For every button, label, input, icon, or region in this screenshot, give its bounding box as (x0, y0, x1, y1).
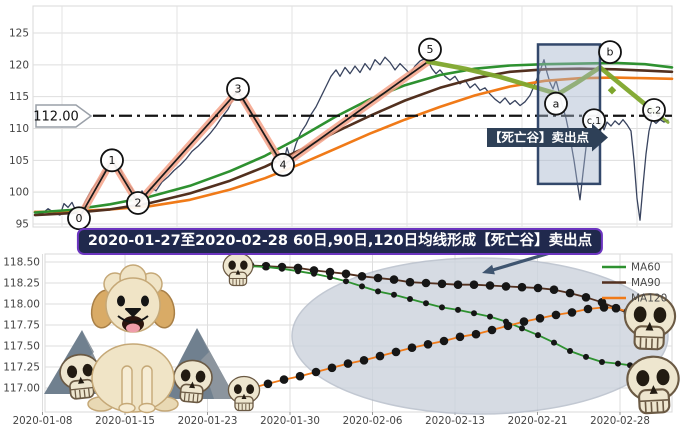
svg-text:b: b (607, 46, 614, 59)
svg-text:0: 0 (76, 212, 83, 225)
bottom-chart-highlight-ellipse-and-arrow (291, 248, 669, 415)
poodle-paw (118, 402, 136, 414)
poodle-smile (117, 315, 149, 323)
svg-text:117.00: 117.00 (3, 383, 40, 395)
svg-text:95: 95 (16, 219, 29, 231)
skull-icon (626, 355, 680, 415)
svg-text:2020-01-23: 2020-01-23 (178, 415, 238, 424)
svg-text:117.25: 117.25 (3, 362, 40, 374)
skull-icon (173, 359, 213, 404)
line-end-skulls (222, 252, 680, 415)
svg-text:MA120: MA120 (631, 293, 667, 305)
sell-point-text: 【死亡谷】卖出点 (489, 130, 589, 145)
svg-text:2020-02-13: 2020-02-13 (425, 415, 485, 424)
top-chart-annotations: 0 1 2 3 4 5 a b c.1 c.2 (67, 37, 672, 231)
banner: 2020-01-27至2020-02-28 60日,90日,120日均线形成【死… (76, 228, 604, 256)
svg-text:2020-01-15: 2020-01-15 (95, 415, 155, 424)
chart-legend: MA60 MA90 MA120 (602, 262, 667, 305)
svg-text:100: 100 (9, 187, 29, 199)
price-level-flag: 112.00 (33, 104, 93, 128)
svg-text:c.2: c.2 (647, 106, 661, 117)
svg-text:2020-02-06: 2020-02-06 (343, 415, 403, 424)
sell-point-ribbon-shape (487, 123, 608, 152)
mountain-face (197, 328, 236, 399)
svg-text:120: 120 (9, 59, 29, 71)
poodle-eye (141, 295, 149, 307)
svg-text:117.75: 117.75 (3, 320, 40, 332)
price-level-text: 112.00 (33, 110, 79, 125)
poodle-eye (117, 295, 125, 307)
svg-text:125: 125 (9, 28, 29, 40)
skull-icon (227, 375, 261, 412)
svg-text:c.1: c.1 (587, 116, 601, 127)
poodle-paw (138, 402, 156, 414)
svg-text:MA60: MA60 (631, 262, 661, 274)
poodle-tongue (126, 323, 140, 333)
svg-text:MA90: MA90 (631, 277, 661, 289)
poodle-leg (121, 365, 133, 409)
svg-text:2020-02-28: 2020-02-28 (590, 415, 650, 424)
svg-text:1: 1 (109, 154, 116, 167)
svg-text:117.50: 117.50 (3, 341, 40, 353)
price-level-flag-shape (35, 104, 93, 128)
svg-text:110: 110 (9, 123, 29, 135)
banner-text: 2020-01-27至2020-02-28 60日,90日,120日均线形成【死… (87, 233, 593, 249)
poodle-nose (125, 308, 141, 317)
sell-point-ribbon: 【死亡谷】卖出点 (487, 123, 608, 152)
svg-text:2020-01-30: 2020-01-30 (260, 415, 320, 424)
svg-text:3: 3 (235, 83, 242, 96)
poodle-body (91, 343, 175, 413)
svg-text:115: 115 (9, 91, 29, 103)
svg-text:2020-02-21: 2020-02-21 (508, 415, 568, 424)
svg-text:118.50: 118.50 (3, 257, 40, 269)
svg-text:2: 2 (135, 197, 142, 210)
svg-text:a: a (553, 97, 560, 110)
svg-text:105: 105 (9, 155, 29, 167)
svg-text:5: 5 (427, 43, 434, 56)
svg-text:118.00: 118.00 (3, 299, 40, 311)
poodle-illustration (87, 264, 179, 414)
svg-text:2020-01-08: 2020-01-08 (13, 415, 73, 424)
svg-text:4: 4 (280, 158, 287, 171)
poodle-leg (141, 365, 153, 409)
svg-text:118.25: 118.25 (3, 278, 40, 290)
skull-icon (623, 293, 677, 351)
